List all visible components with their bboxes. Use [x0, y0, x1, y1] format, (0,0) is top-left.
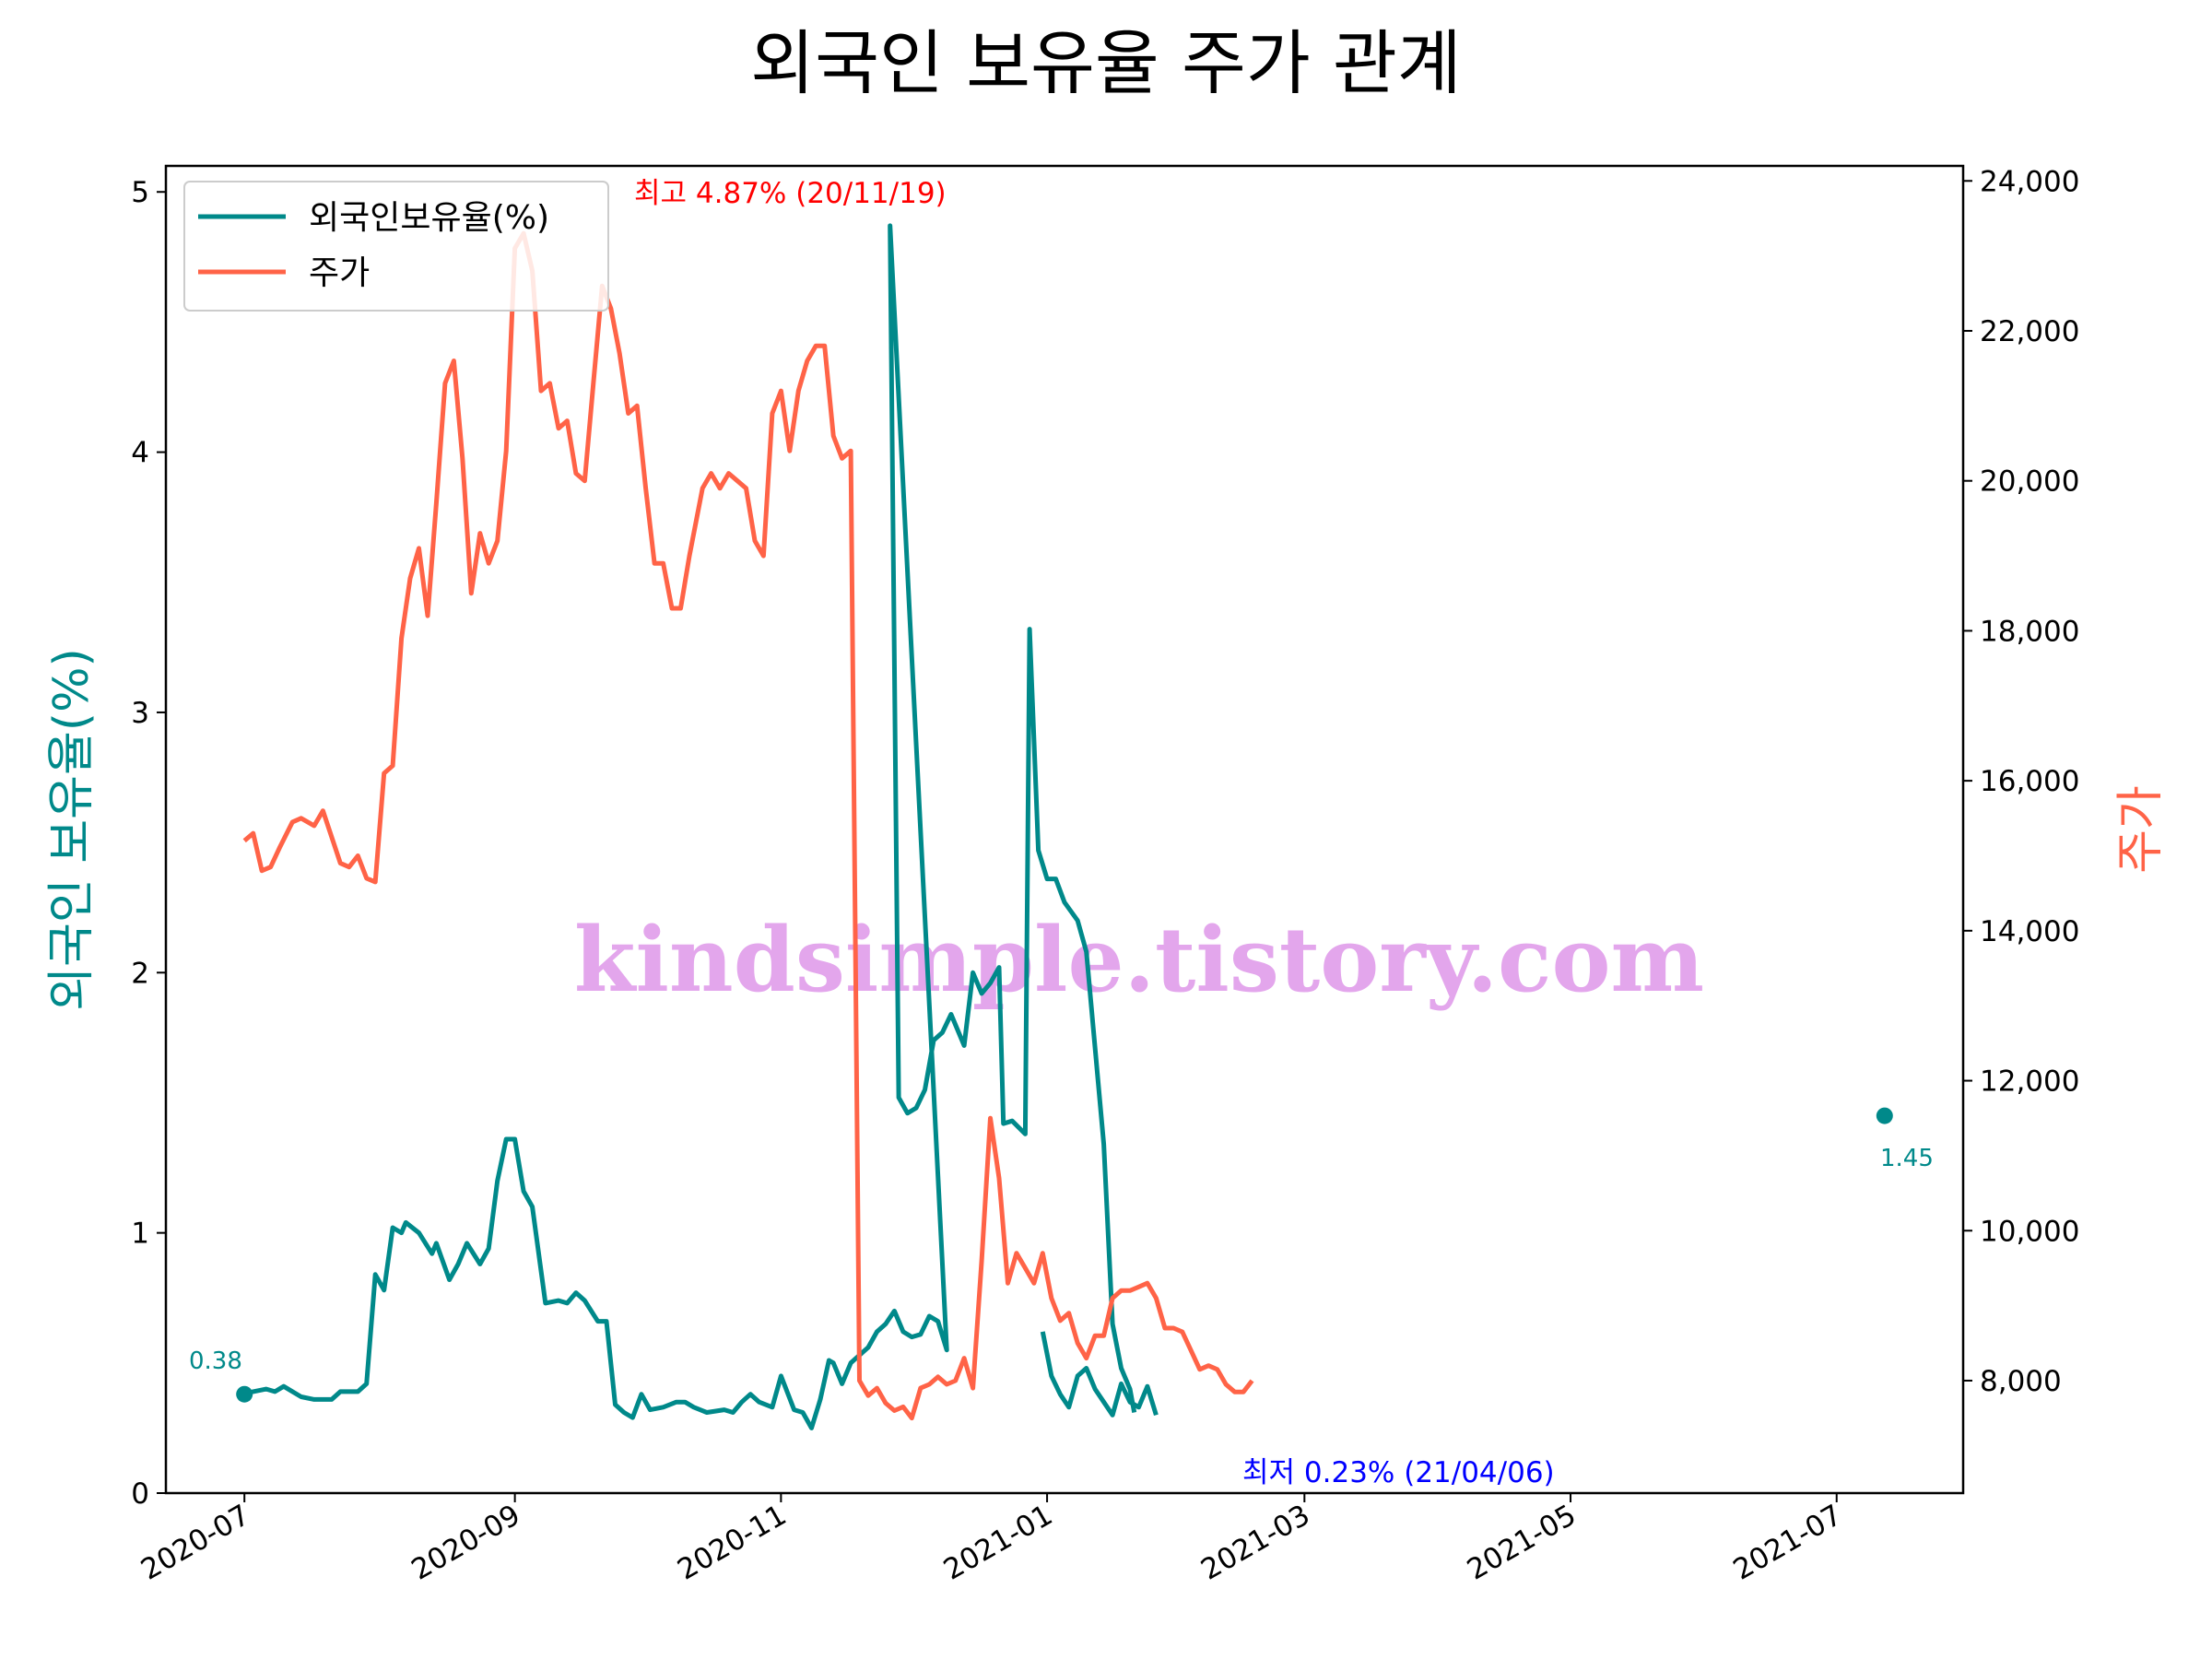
x-tick-label: 2020-11: [672, 1499, 792, 1587]
x-tick-label: 2021-03: [1195, 1499, 1315, 1587]
y-left-tick-label: 5: [131, 176, 149, 209]
legend: 외국인보유율(%) 주가: [183, 181, 609, 312]
y-right-tick-label: 20,000: [1980, 465, 2079, 499]
x-tick-label: 2021-01: [938, 1499, 1058, 1587]
start-value-label: 0.38: [189, 1347, 242, 1375]
x-tick-label: 2021-07: [1728, 1499, 1848, 1587]
y-left-tick-label: 4: [131, 437, 149, 470]
plot-area: [164, 164, 1965, 1495]
y-right-tick-label: 10,000: [1980, 1215, 2079, 1248]
y-right-tick-label: 8,000: [1980, 1365, 2062, 1398]
y-right-tick-label: 24,000: [1980, 165, 2079, 198]
y-axis-left-title: 외국인 보유율(%): [44, 648, 100, 1011]
start-point-marker: [236, 1385, 253, 1403]
y-right-tick-label: 16,000: [1980, 765, 2079, 798]
min-annotation: 최저 0.23% (21/04/06): [1242, 1456, 1555, 1489]
watermark: kindsimple.tistory.com: [574, 908, 1704, 1012]
y-left-tick-label: 2: [131, 957, 149, 990]
y-left-tick-label: 3: [131, 697, 149, 730]
legend-label-price: 주가: [309, 254, 370, 292]
y-right-tick-label: 12,000: [1980, 1065, 2079, 1099]
y-right-tick-label: 18,000: [1980, 615, 2079, 648]
max-annotation: 최고 4.87% (20/11/19): [634, 177, 947, 210]
series-line-0: [243, 223, 1137, 1430]
end-value-label: 1.45: [1880, 1145, 1934, 1172]
y-right-tick-label: 22,000: [1980, 315, 2079, 348]
legend-box: [183, 181, 609, 312]
y-left-tick-label: 1: [131, 1218, 149, 1251]
chart-title: 외국인 보유율 주가 관계: [750, 22, 1462, 104]
y-left-tick-label: 0: [131, 1477, 149, 1511]
y-axis-right-title: 주가: [2113, 785, 2169, 874]
y-right-tick-label: 14,000: [1980, 915, 2079, 948]
x-tick-label: 2020-09: [406, 1499, 525, 1587]
legend-label-holding: 외국인보유율(%): [309, 199, 549, 237]
x-tick-label: 2021-05: [1462, 1499, 1582, 1587]
series-line-1: [242, 230, 1254, 1421]
series-line-2: [1040, 1331, 1159, 1418]
series-layer: [236, 223, 1893, 1430]
x-tick-label: 2020-07: [135, 1499, 255, 1587]
end-point-marker: [1876, 1107, 1893, 1124]
